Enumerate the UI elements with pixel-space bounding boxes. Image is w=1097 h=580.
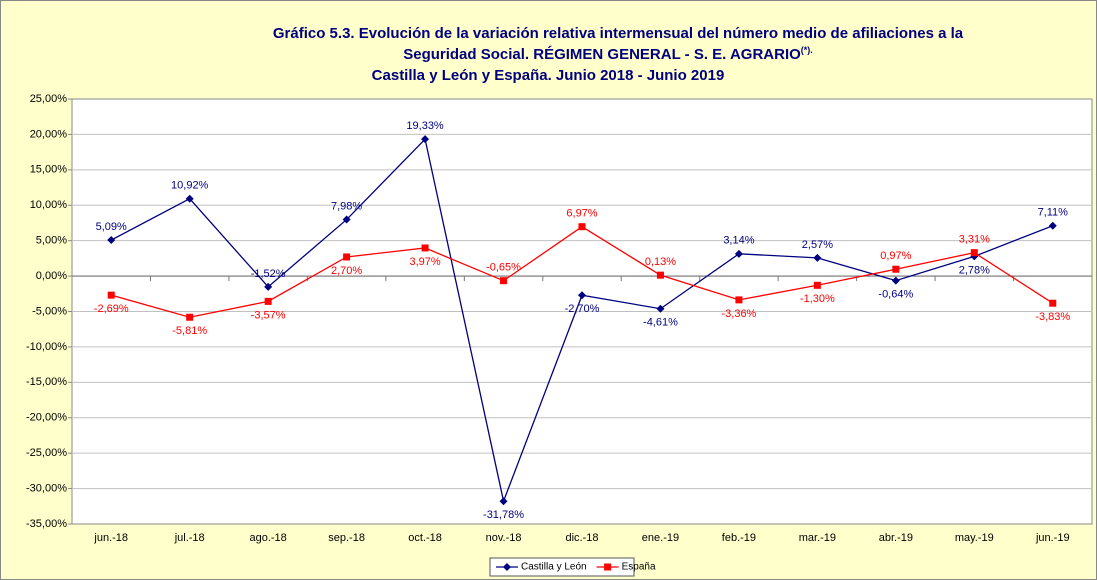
point — [734, 249, 743, 258]
legend: Castilla y León España — [489, 557, 656, 577]
data-label: 7,11% — [1038, 207, 1069, 219]
data-label: -1,52% — [251, 268, 286, 280]
point — [186, 313, 194, 321]
y-tick-label: 0,00% — [36, 270, 67, 282]
point — [107, 236, 116, 245]
point — [503, 563, 511, 571]
data-label: 2,78% — [959, 264, 990, 276]
point — [1049, 299, 1057, 307]
y-tick-label: -35,00% — [26, 518, 67, 530]
y-tick-label: 25,00% — [30, 93, 68, 105]
x-tick-label: feb.-19 — [722, 532, 756, 544]
point — [343, 253, 351, 261]
data-label: -0,64% — [878, 289, 913, 301]
x-tick-label: jul.-18 — [174, 532, 205, 544]
point — [735, 296, 743, 304]
data-label: -3,57% — [251, 309, 286, 321]
data-label: -0,65% — [486, 262, 521, 274]
data-label: 3,31% — [959, 234, 990, 246]
point — [656, 271, 664, 279]
y-tick-label: -30,00% — [26, 482, 67, 494]
point — [604, 563, 612, 571]
point — [107, 291, 115, 299]
y-tick-label: -25,00% — [26, 447, 67, 459]
point — [421, 135, 430, 144]
x-tick-label: dic.-18 — [565, 532, 598, 544]
data-label: 7,98% — [331, 200, 362, 212]
title-line: Seguridad Social. RÉGIMEN GENERAL - S. E… — [403, 46, 801, 63]
data-label: -2,70% — [565, 303, 600, 315]
point — [1048, 221, 1057, 230]
data-label: 5,09% — [96, 221, 127, 233]
title-note: (*). — [801, 45, 813, 55]
point — [656, 304, 665, 313]
data-label: -1,30% — [800, 293, 835, 305]
x-tick-label: nov.-18 — [486, 532, 522, 544]
x-tick-label: abr.-19 — [879, 532, 913, 544]
point — [891, 276, 900, 285]
point — [185, 194, 194, 203]
point — [578, 291, 586, 300]
point — [264, 282, 273, 291]
data-label: 3,97% — [409, 256, 440, 268]
y-tick-label: -10,00% — [26, 341, 67, 353]
y-tick-label: -20,00% — [26, 412, 67, 424]
legend-box — [489, 557, 635, 577]
point — [499, 497, 508, 506]
data-label: -2,69% — [94, 303, 129, 315]
point — [970, 249, 978, 257]
x-tick-label: oct.-18 — [408, 532, 442, 544]
data-label: 3,14% — [723, 235, 754, 247]
data-label: 0,97% — [880, 250, 911, 262]
x-tick-label: jun.-18 — [93, 532, 128, 544]
data-label: -3,36% — [721, 308, 756, 320]
data-label: 2,70% — [331, 265, 362, 277]
point — [342, 215, 351, 224]
point — [264, 297, 272, 305]
data-label: -31,78% — [483, 509, 524, 521]
chart-title: Seguridad Social. RÉGIMEN GENERAL - S. E… — [403, 45, 813, 63]
y-tick-label: 20,00% — [30, 128, 68, 140]
point — [813, 253, 822, 262]
data-label: 10,92% — [171, 180, 209, 192]
legend-label: España — [622, 562, 656, 573]
y-tick-label: 10,00% — [30, 199, 68, 211]
point — [500, 277, 508, 285]
x-tick-label: mar.-19 — [799, 532, 836, 544]
x-tick-label: ene.-19 — [642, 532, 679, 544]
x-tick-label: jun.-19 — [1035, 532, 1070, 544]
data-label: 6,97% — [566, 208, 597, 220]
y-tick-label: -5,00% — [32, 305, 67, 317]
y-tick-label: 5,00% — [36, 235, 67, 247]
data-label: 19,33% — [406, 120, 444, 132]
data-label: -5,81% — [172, 325, 207, 337]
x-tick-label: sep.-18 — [328, 532, 365, 544]
point — [421, 244, 429, 252]
data-label: 0,13% — [645, 256, 676, 268]
x-tick-label: ago.-18 — [249, 532, 286, 544]
data-label: -3,83% — [1035, 311, 1070, 323]
point — [813, 281, 821, 289]
data-label: 2,57% — [802, 239, 833, 251]
y-tick-label: 15,00% — [30, 164, 68, 176]
y-tick-label: -15,00% — [26, 376, 67, 388]
x-tick-label: may.-19 — [955, 532, 994, 544]
legend-label: Castilla y León — [521, 562, 587, 573]
chart-title: Castilla y León y España. Junio 2018 - J… — [372, 67, 725, 84]
point — [578, 223, 586, 231]
chart-title: Gráfico 5.3. Evolución de la variación r… — [273, 25, 964, 42]
data-label: -4,61% — [643, 317, 678, 329]
point — [892, 265, 900, 273]
